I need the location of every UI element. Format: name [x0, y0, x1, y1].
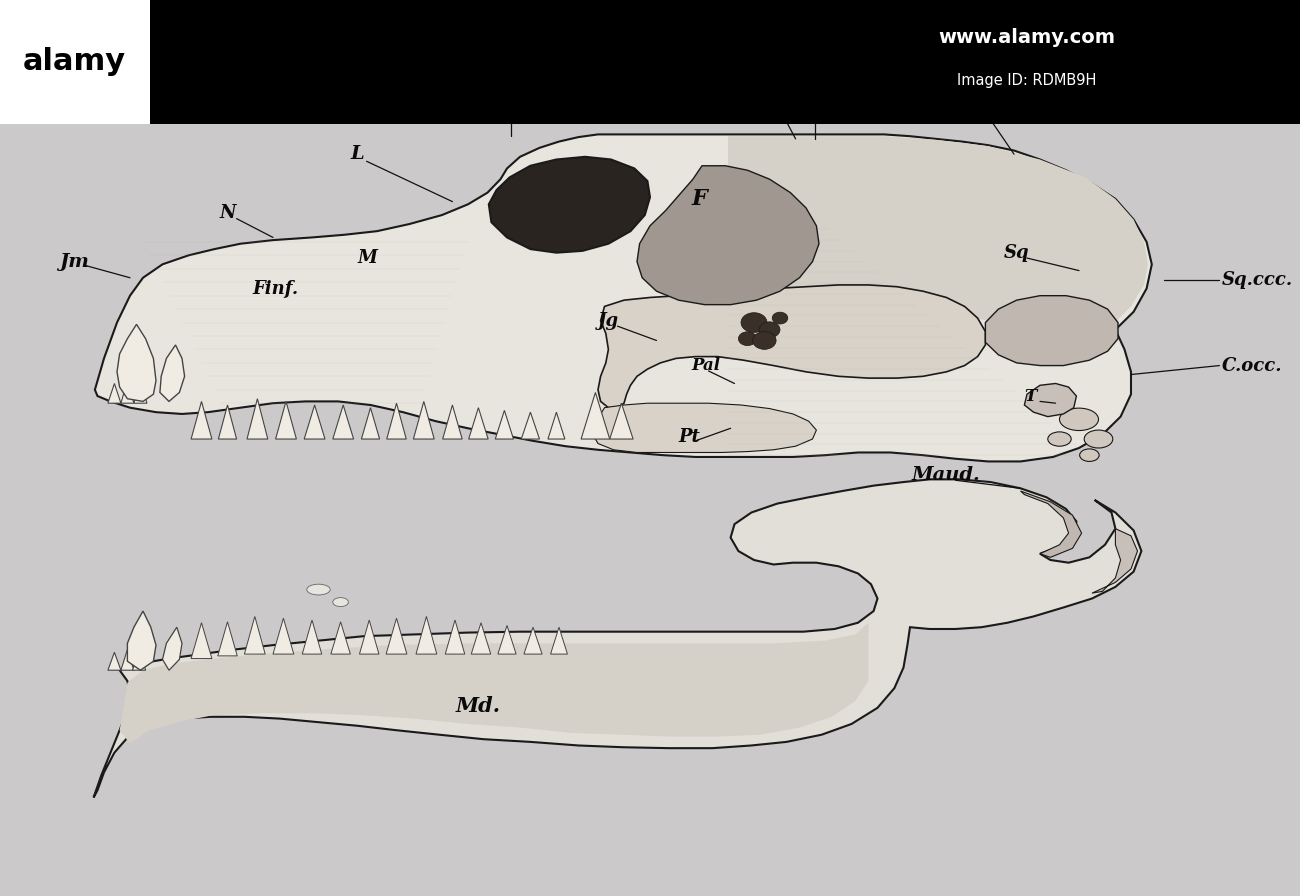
Polygon shape [134, 378, 147, 403]
Polygon shape [985, 296, 1118, 366]
Ellipse shape [1079, 449, 1098, 461]
Polygon shape [217, 622, 237, 656]
Ellipse shape [753, 332, 776, 349]
Polygon shape [117, 324, 156, 401]
Text: T: T [1024, 388, 1037, 404]
Text: Md.: Md. [456, 696, 500, 716]
Text: P: P [954, 79, 970, 97]
Polygon shape [330, 622, 351, 654]
Polygon shape [333, 405, 354, 439]
Polygon shape [108, 652, 121, 670]
Polygon shape [416, 616, 437, 654]
Text: F: F [504, 54, 517, 72]
Ellipse shape [333, 598, 348, 607]
Polygon shape [160, 345, 185, 401]
Polygon shape [120, 623, 868, 744]
Polygon shape [1024, 383, 1076, 417]
Text: alamy: alamy [23, 47, 126, 76]
Polygon shape [386, 618, 407, 654]
Polygon shape [524, 627, 542, 654]
Text: www.alamy.com: www.alamy.com [939, 28, 1115, 47]
Polygon shape [702, 136, 1148, 336]
Text: Sq: Sq [1004, 244, 1030, 262]
Polygon shape [127, 611, 156, 670]
Text: Image ID: RDMB9H: Image ID: RDMB9H [957, 73, 1097, 88]
Ellipse shape [1048, 432, 1071, 446]
Polygon shape [442, 405, 463, 439]
Polygon shape [521, 412, 540, 439]
Text: Sq.ccc.: Sq.ccc. [1222, 271, 1294, 289]
Ellipse shape [307, 584, 330, 595]
Bar [0, 0, 150, 124]
Polygon shape [471, 623, 491, 654]
Polygon shape [94, 479, 1141, 797]
Text: Finf.: Finf. [252, 280, 299, 297]
Text: M: M [358, 249, 378, 267]
Polygon shape [445, 620, 465, 654]
Polygon shape [304, 405, 325, 439]
Text: Jm: Jm [60, 253, 88, 271]
Text: Pal: Pal [692, 358, 720, 374]
Polygon shape [637, 166, 819, 305]
Polygon shape [359, 620, 380, 654]
Polygon shape [413, 401, 434, 439]
Polygon shape [95, 134, 1152, 461]
Text: Pjt: Pjt [800, 16, 831, 34]
Polygon shape [551, 627, 568, 654]
Text: N: N [220, 204, 235, 222]
Polygon shape [121, 650, 134, 670]
Ellipse shape [738, 332, 757, 346]
Polygon shape [121, 381, 134, 403]
Text: L: L [351, 145, 364, 163]
Polygon shape [387, 403, 406, 439]
Text: Sph: Sph [737, 70, 776, 88]
Polygon shape [247, 399, 268, 439]
Polygon shape [547, 412, 564, 439]
Polygon shape [1092, 529, 1138, 593]
Polygon shape [273, 618, 294, 654]
Polygon shape [133, 647, 146, 670]
Polygon shape [244, 616, 265, 654]
Text: Jg: Jg [598, 312, 619, 330]
Polygon shape [581, 392, 610, 439]
Ellipse shape [1084, 430, 1113, 448]
Polygon shape [593, 403, 816, 452]
Ellipse shape [512, 165, 624, 244]
Text: C.occ.: C.occ. [1222, 357, 1283, 375]
Polygon shape [162, 627, 182, 670]
Polygon shape [108, 383, 121, 403]
Ellipse shape [741, 313, 767, 332]
Polygon shape [489, 157, 650, 253]
Bar [0, 0, 1300, 124]
Polygon shape [302, 620, 322, 654]
Polygon shape [598, 285, 985, 408]
Polygon shape [276, 401, 296, 439]
Polygon shape [1020, 491, 1082, 557]
Polygon shape [191, 401, 212, 439]
Polygon shape [218, 405, 237, 439]
Polygon shape [498, 625, 516, 654]
Polygon shape [610, 403, 633, 439]
Text: Pt: Pt [679, 428, 699, 446]
Polygon shape [191, 623, 212, 659]
Polygon shape [361, 408, 380, 439]
Ellipse shape [759, 322, 780, 338]
Polygon shape [495, 410, 514, 439]
Ellipse shape [772, 312, 788, 324]
Text: F: F [692, 188, 707, 210]
Polygon shape [468, 408, 489, 439]
Ellipse shape [1060, 408, 1098, 431]
Text: Maud.: Maud. [913, 466, 980, 484]
